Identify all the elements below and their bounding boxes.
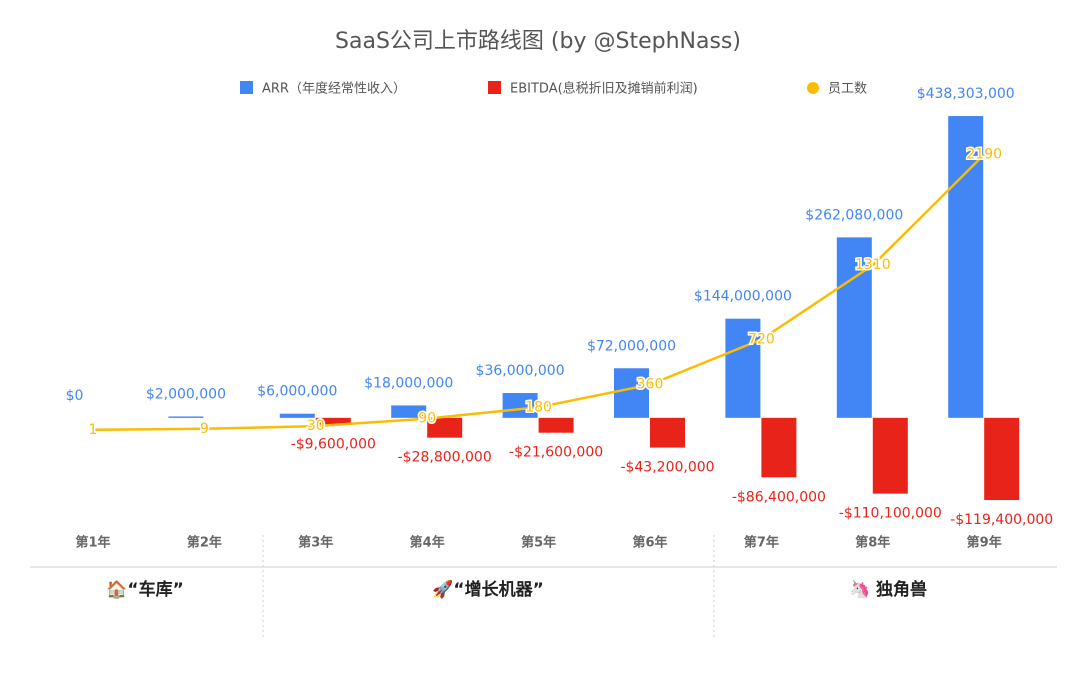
- value-label: $262,080,000: [805, 207, 903, 223]
- value-label: -$86,400,000: [732, 489, 826, 505]
- x-tick-label: 第4年: [410, 535, 445, 551]
- x-tick-label: 第3年: [298, 535, 333, 551]
- stage-label: 🚀“增长机器”: [432, 579, 544, 600]
- value-label: $72,000,000: [587, 338, 676, 354]
- x-tick-label: 第2年: [187, 535, 222, 551]
- bar: [948, 116, 984, 418]
- value-label: 90: [418, 411, 436, 427]
- bar: [984, 417, 1020, 501]
- legend-label: 员工数: [828, 82, 867, 97]
- bar: [168, 416, 204, 418]
- stage-label: 🦄 独角兽: [849, 579, 927, 600]
- bar: [725, 318, 761, 418]
- value-label: -$43,200,000: [620, 460, 714, 476]
- x-tick-label: 第9年: [967, 535, 1002, 551]
- bar: [391, 405, 427, 418]
- bar: [650, 417, 685, 448]
- bar: [761, 417, 797, 478]
- bar: [614, 368, 649, 418]
- bar: [836, 237, 872, 418]
- value-label: -$21,600,000: [509, 445, 603, 461]
- value-label: 720: [748, 331, 775, 347]
- value-label: 180: [525, 399, 552, 415]
- bar: [502, 393, 538, 418]
- chart-title: SaaS公司上市路线图 (by @StephNass): [335, 29, 741, 54]
- value-label: 30: [307, 418, 325, 434]
- x-tick-label: 第5年: [521, 535, 556, 551]
- value-label: -$9,600,000: [291, 436, 376, 452]
- x-tick-label: 第1年: [75, 535, 110, 551]
- bar: [872, 417, 908, 494]
- value-label: 1310: [855, 257, 891, 273]
- bar: [538, 417, 574, 433]
- value-label: $438,303,000: [917, 86, 1015, 102]
- x-tick-label: 第6年: [632, 535, 667, 551]
- value-label: 9: [200, 421, 209, 437]
- value-label: 1: [89, 422, 98, 438]
- legend-marker: [488, 81, 501, 94]
- bar: [315, 417, 351, 425]
- x-tick-label: 第7年: [744, 535, 779, 551]
- value-label: 360: [637, 377, 664, 393]
- value-label: $144,000,000: [694, 289, 792, 305]
- value-label: 2190: [966, 147, 1002, 163]
- value-label: -$110,100,000: [839, 506, 942, 522]
- legend-label: ARR（年度经常性收入）: [262, 81, 406, 97]
- value-label: -$28,800,000: [398, 450, 492, 466]
- bar: [427, 417, 463, 438]
- value-label: $18,000,000: [364, 375, 453, 391]
- legend-marker: [240, 81, 253, 94]
- x-tick-label: 第8年: [855, 535, 890, 551]
- line: [92, 153, 986, 432]
- bar: [279, 413, 315, 418]
- value-label: $2,000,000: [146, 386, 226, 402]
- value-label: -$119,400,000: [950, 512, 1053, 528]
- legend-marker: [807, 82, 819, 94]
- legend-label: EBITDA(息税折旧及摊销前利润): [510, 81, 698, 97]
- value-label: $0: [66, 388, 84, 404]
- value-label: $6,000,000: [257, 384, 337, 400]
- value-label: $36,000,000: [476, 363, 565, 379]
- stage-label: 🏠“车库”: [106, 579, 184, 600]
